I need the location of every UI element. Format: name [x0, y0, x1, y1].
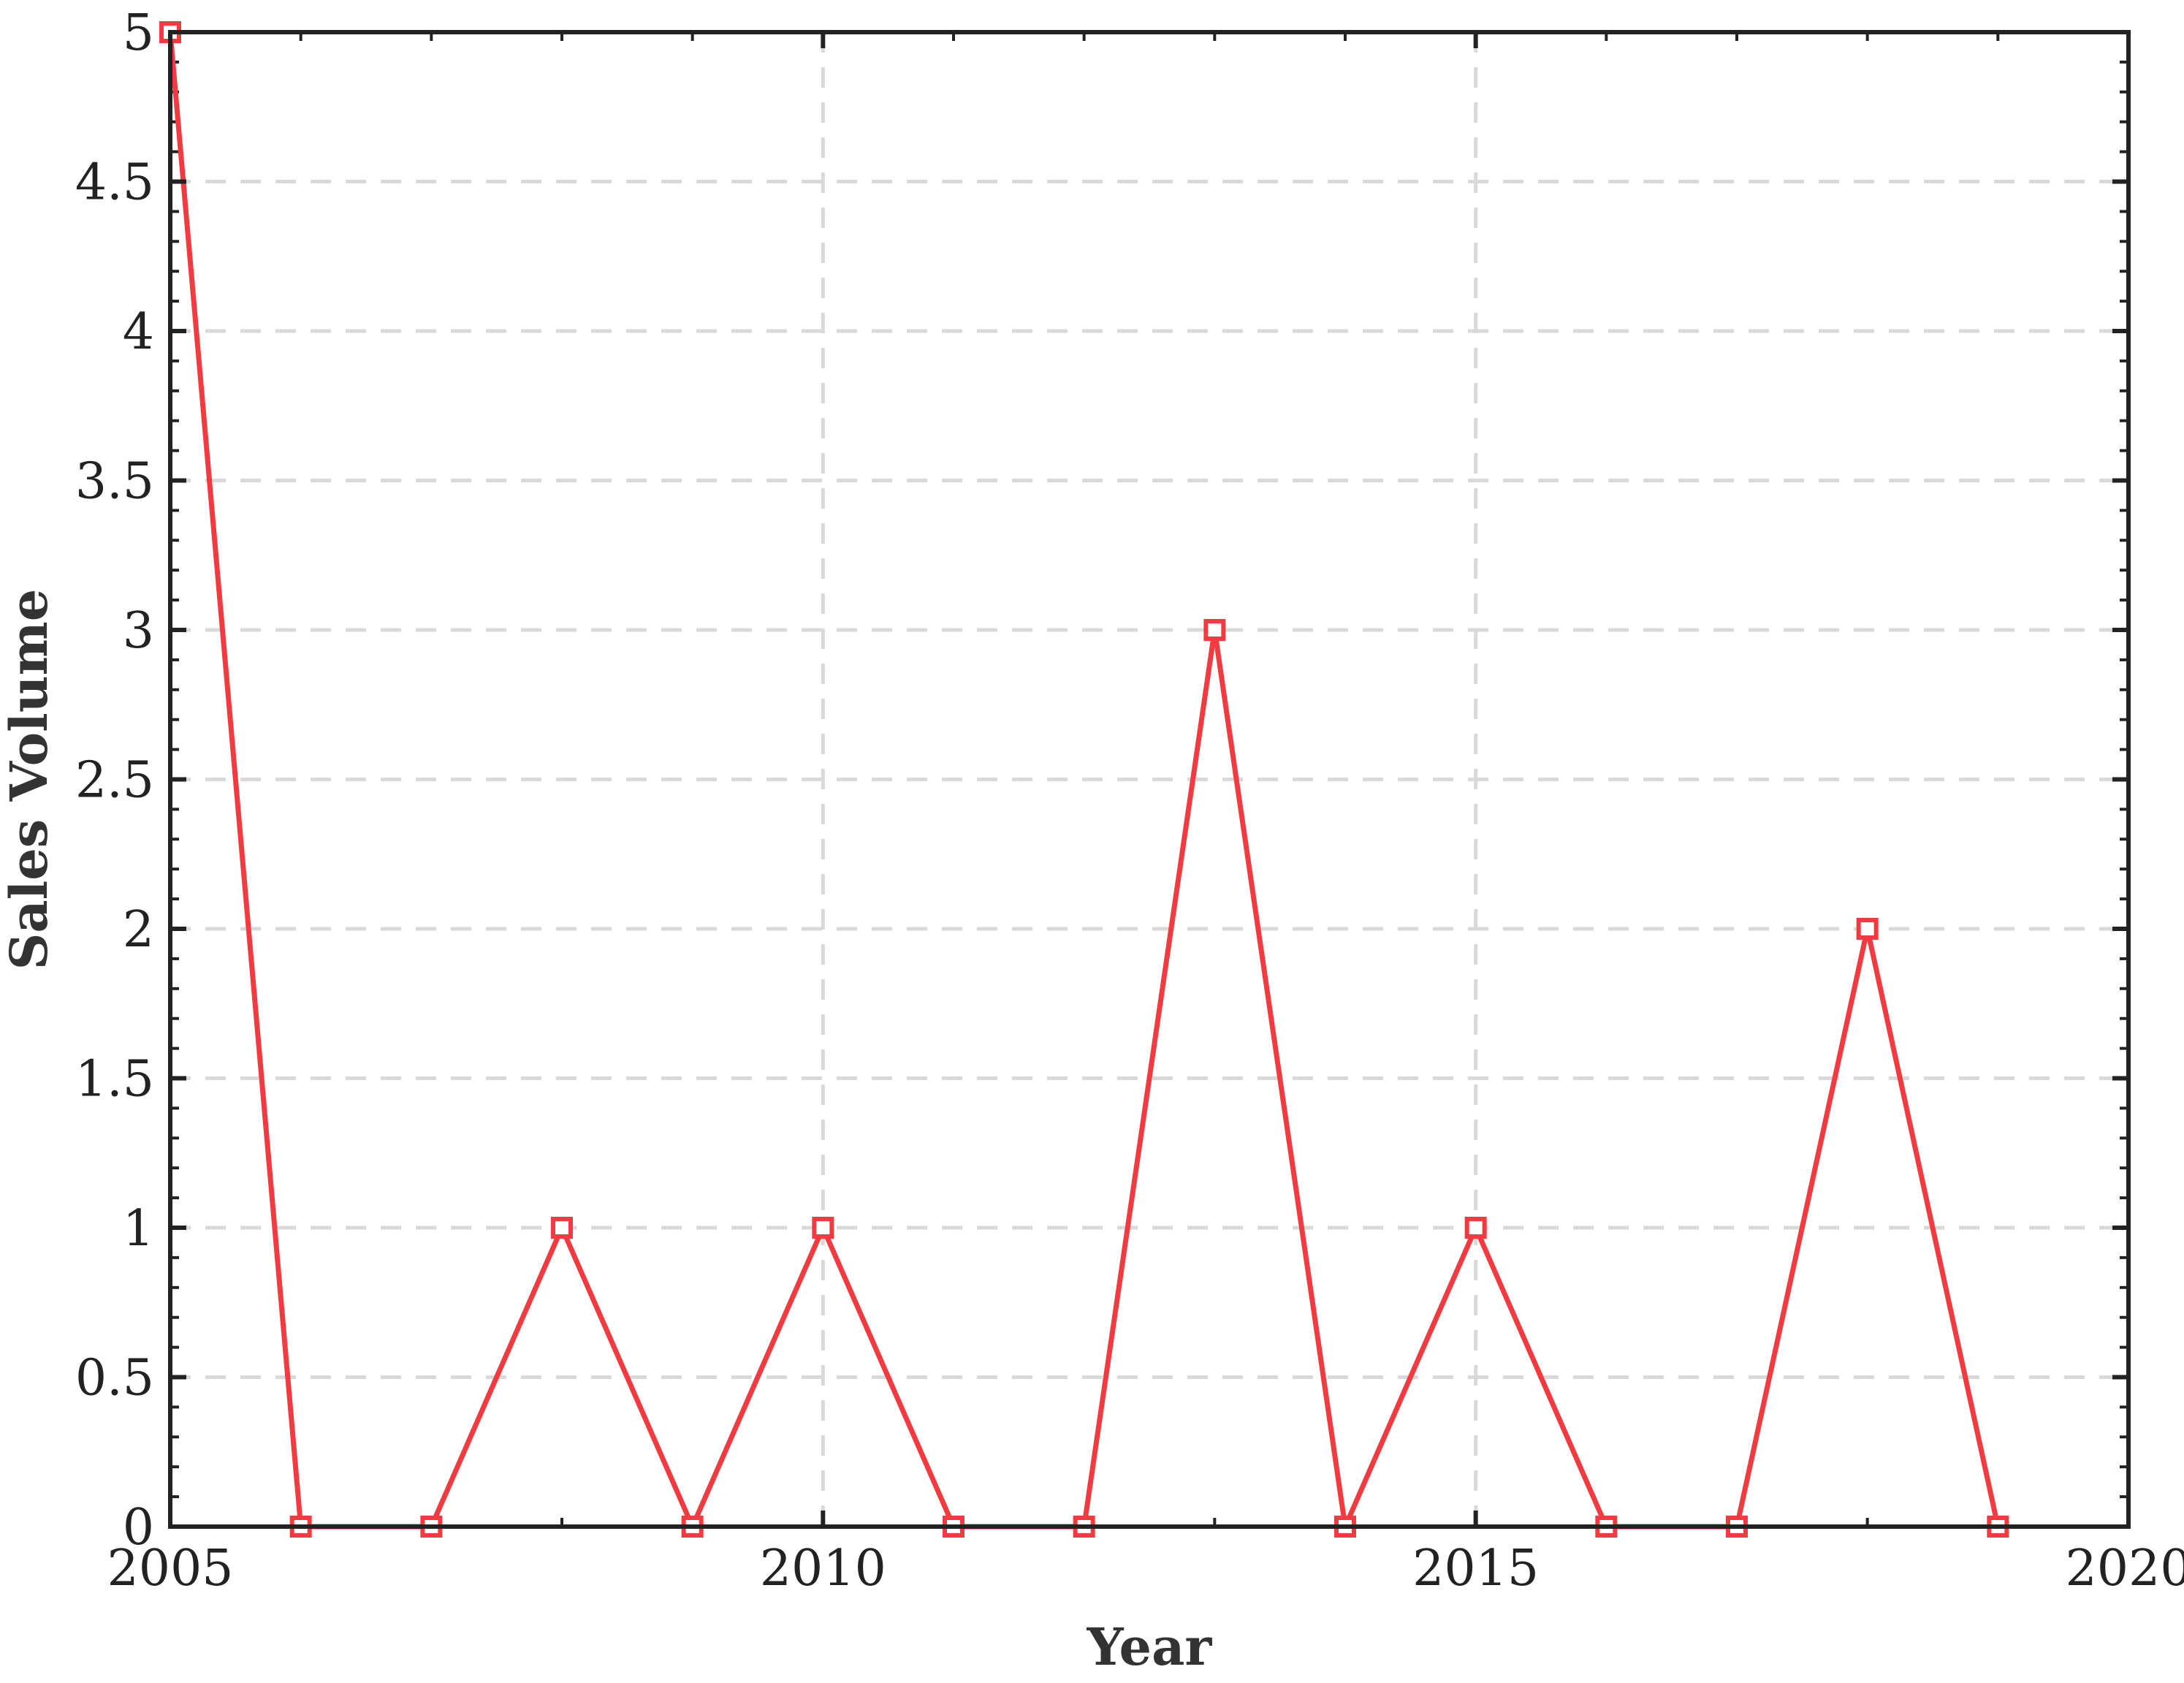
y-tick-label: 1.5 — [75, 1051, 154, 1109]
major-ticks — [168, 30, 2131, 1529]
y-tick-label: 2 — [123, 901, 154, 959]
y-tick-label: 3 — [123, 602, 154, 660]
data-point-marker — [1856, 918, 1879, 940]
y-tick-label: 2.5 — [75, 752, 154, 810]
y-tick-label: 0.5 — [75, 1350, 154, 1407]
y-tick-label: 0 — [123, 1499, 154, 1557]
y-tick-label: 5 — [123, 4, 154, 62]
grid-lines — [170, 32, 2128, 1527]
x-tick-label: 2015 — [1412, 1540, 1539, 1597]
x-tick-label: 2020 — [2065, 1540, 2184, 1597]
y-tick-label: 4.5 — [75, 154, 154, 212]
y-tick-labels: 0 0.5 1 1.5 2 2.5 3 3.5 4 4.5 5 — [75, 4, 154, 1557]
y-tick-label: 3.5 — [75, 453, 154, 511]
y-axis-title: Sales Volume — [0, 589, 59, 970]
data-point-marker — [1203, 619, 1226, 641]
y-tick-label: 4 — [123, 303, 154, 361]
x-axis-title: Year — [1087, 1616, 1213, 1677]
data-point-marker — [812, 1217, 834, 1239]
x-tick-label: 2005 — [107, 1540, 233, 1597]
x-tick-labels: 2005 2010 2015 2020 — [107, 1540, 2184, 1597]
y-tick-label: 1 — [123, 1200, 154, 1258]
data-point-marker — [1464, 1217, 1487, 1239]
data-point-marker — [551, 1217, 573, 1239]
x-tick-label: 2010 — [760, 1540, 886, 1597]
